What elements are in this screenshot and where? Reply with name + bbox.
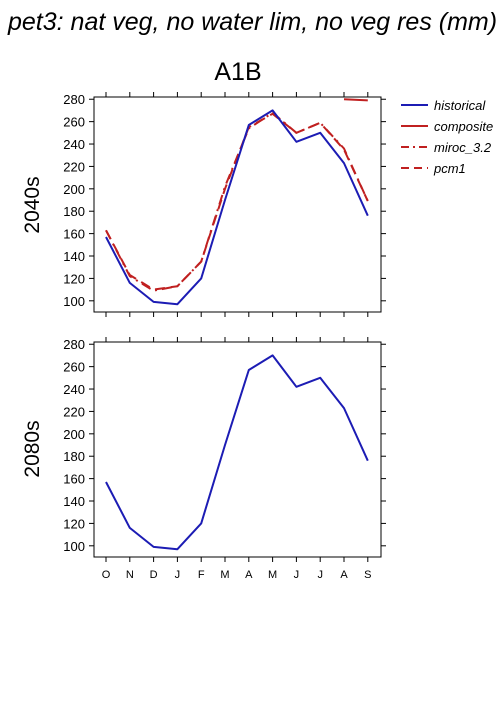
legend-label: historical — [434, 98, 486, 113]
y-tick-label: 200 — [63, 427, 85, 442]
y-tick-label: 200 — [63, 182, 85, 197]
x-tick-label: J — [175, 569, 181, 581]
y-tick-label: 280 — [63, 92, 85, 107]
y-tick-label: 260 — [63, 360, 85, 375]
row-label: 2040s — [21, 176, 44, 233]
x-tick-label: A — [340, 569, 348, 581]
series-line-pcm1 — [105, 112, 369, 291]
x-tick-label: J — [294, 569, 300, 581]
legend-label: composite — [434, 119, 493, 134]
y-tick-label: 280 — [63, 337, 85, 352]
x-tick-label: D — [150, 569, 158, 581]
y-tick-label: 240 — [63, 137, 85, 152]
series-line-historical — [105, 354, 369, 551]
series-line-historical — [105, 109, 369, 306]
plot-frame — [93, 96, 382, 313]
page-title: pet3: nat veg, no water lim, no veg res … — [7, 8, 497, 36]
row-label: 2080s — [21, 420, 44, 477]
x-tick-label: F — [198, 569, 205, 581]
y-tick-label: 160 — [63, 227, 85, 242]
y-tick-label: 220 — [63, 404, 85, 419]
y-tick-label: 120 — [63, 271, 85, 286]
y-tick-label: 160 — [63, 472, 85, 487]
y-tick-label: 180 — [63, 204, 85, 219]
y-tick-label: 180 — [63, 449, 85, 464]
legend-label: miroc_3.2 — [434, 140, 492, 155]
y-tick-label: 240 — [63, 382, 85, 397]
scenario-title: A1B — [214, 58, 261, 86]
x-tick-label: A — [245, 569, 253, 581]
series-line-miroc-3-2 — [105, 111, 369, 292]
y-tick-label: 100 — [63, 539, 85, 554]
x-tick-label: J — [317, 569, 323, 581]
legend-label: pcm1 — [433, 161, 466, 176]
x-tick-label: N — [126, 569, 134, 581]
y-tick-label: 140 — [63, 494, 85, 509]
panel-2040s: 100 120 140 160 180 200 220 240 260 280 2040s — [21, 92, 386, 317]
y-tick-label: 100 — [63, 294, 85, 309]
series-line-composite — [343, 98, 368, 102]
legend: historical composite miroc_3.2 pcm1 — [401, 98, 493, 176]
x-tick-label: O — [102, 569, 111, 581]
x-tick-label: M — [268, 569, 277, 581]
x-tick-label: M — [220, 569, 229, 581]
plot-frame — [93, 341, 382, 558]
panel-2080s: 100 120 140 160 180 200 220 240 260 280 O N D J F M A M J J… — [21, 337, 386, 581]
x-tick-label: S — [364, 569, 371, 581]
y-tick-label: 120 — [63, 516, 85, 531]
y-tick-label: 260 — [63, 115, 85, 130]
y-tick-label: 140 — [63, 249, 85, 264]
y-tick-label: 220 — [63, 159, 85, 174]
